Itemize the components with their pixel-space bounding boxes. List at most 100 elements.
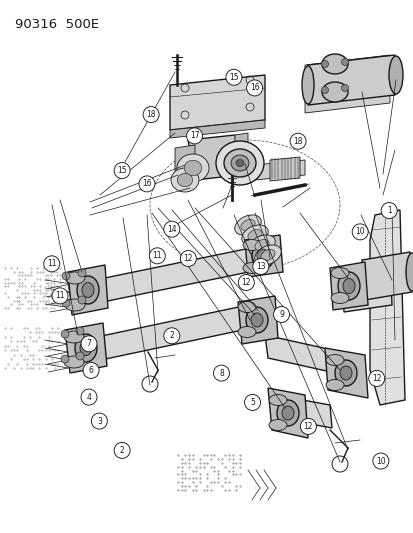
Ellipse shape: [241, 225, 268, 245]
Text: 4: 4: [86, 393, 91, 401]
Ellipse shape: [234, 215, 261, 235]
Ellipse shape: [75, 334, 97, 362]
Circle shape: [52, 288, 68, 304]
Ellipse shape: [260, 249, 275, 261]
Circle shape: [83, 362, 99, 378]
Text: 7: 7: [86, 340, 91, 348]
Circle shape: [368, 370, 384, 386]
Ellipse shape: [235, 159, 243, 166]
Circle shape: [321, 61, 328, 68]
Circle shape: [300, 418, 316, 434]
Polygon shape: [254, 160, 304, 180]
Ellipse shape: [65, 299, 85, 311]
Polygon shape: [304, 70, 389, 98]
Text: 11: 11: [55, 292, 64, 300]
Circle shape: [78, 269, 86, 277]
Ellipse shape: [342, 279, 354, 294]
Polygon shape: [329, 262, 367, 310]
Circle shape: [143, 107, 159, 123]
Ellipse shape: [252, 243, 273, 269]
Ellipse shape: [256, 249, 268, 263]
Polygon shape: [170, 120, 264, 138]
Polygon shape: [369, 210, 404, 405]
Circle shape: [61, 355, 69, 363]
Circle shape: [372, 453, 388, 469]
Circle shape: [244, 394, 260, 410]
Polygon shape: [304, 85, 389, 113]
Ellipse shape: [177, 173, 192, 187]
Ellipse shape: [65, 272, 85, 284]
Circle shape: [149, 248, 165, 264]
Ellipse shape: [77, 276, 99, 304]
Polygon shape: [244, 235, 282, 277]
Ellipse shape: [337, 272, 359, 300]
Ellipse shape: [237, 327, 255, 337]
Ellipse shape: [254, 239, 268, 251]
Polygon shape: [170, 75, 264, 130]
Ellipse shape: [184, 160, 201, 176]
Ellipse shape: [177, 154, 209, 182]
Circle shape: [252, 259, 268, 274]
Polygon shape: [361, 252, 411, 300]
Circle shape: [225, 69, 241, 85]
Polygon shape: [188, 135, 240, 180]
Ellipse shape: [250, 313, 262, 327]
Circle shape: [81, 336, 97, 352]
Circle shape: [246, 80, 262, 96]
Ellipse shape: [276, 400, 298, 426]
Circle shape: [180, 251, 196, 266]
Ellipse shape: [237, 302, 255, 312]
Ellipse shape: [64, 356, 84, 368]
Circle shape: [164, 328, 179, 344]
Text: 18: 18: [146, 110, 155, 119]
Ellipse shape: [248, 235, 275, 255]
Ellipse shape: [230, 155, 248, 171]
Ellipse shape: [240, 220, 254, 231]
Text: 10: 10: [375, 457, 385, 465]
Circle shape: [341, 59, 348, 66]
Ellipse shape: [321, 82, 347, 102]
Ellipse shape: [321, 54, 347, 74]
Text: 17: 17: [189, 132, 199, 140]
Text: 9: 9: [278, 310, 283, 319]
Circle shape: [213, 365, 229, 381]
Ellipse shape: [247, 230, 261, 240]
Ellipse shape: [325, 379, 343, 391]
Ellipse shape: [281, 406, 293, 420]
Ellipse shape: [268, 394, 286, 406]
Ellipse shape: [242, 262, 260, 273]
Polygon shape: [237, 296, 277, 344]
Ellipse shape: [223, 149, 255, 177]
Text: 12: 12: [371, 374, 380, 383]
Circle shape: [91, 413, 107, 429]
Ellipse shape: [64, 331, 84, 343]
Text: 8: 8: [218, 369, 223, 377]
Text: 10: 10: [354, 228, 364, 236]
Text: 15: 15: [117, 166, 127, 175]
Ellipse shape: [80, 341, 92, 356]
Ellipse shape: [242, 239, 260, 251]
Circle shape: [44, 256, 59, 272]
Ellipse shape: [339, 366, 351, 380]
Circle shape: [351, 224, 367, 240]
Text: 12: 12: [183, 254, 192, 263]
Text: 2: 2: [119, 446, 124, 455]
Polygon shape: [304, 55, 389, 83]
Polygon shape: [341, 262, 391, 312]
Circle shape: [76, 352, 84, 360]
Text: 13: 13: [255, 262, 265, 271]
Circle shape: [164, 221, 179, 237]
Circle shape: [139, 176, 154, 192]
Text: 6: 6: [88, 366, 93, 375]
Text: 5: 5: [249, 398, 254, 407]
Circle shape: [62, 299, 70, 307]
Circle shape: [321, 86, 328, 93]
Ellipse shape: [330, 293, 348, 303]
Circle shape: [341, 85, 348, 92]
Circle shape: [380, 203, 396, 219]
Text: 18: 18: [293, 137, 302, 146]
Polygon shape: [274, 395, 331, 428]
Circle shape: [114, 442, 130, 458]
Text: 3: 3: [97, 417, 102, 425]
Circle shape: [114, 163, 130, 179]
